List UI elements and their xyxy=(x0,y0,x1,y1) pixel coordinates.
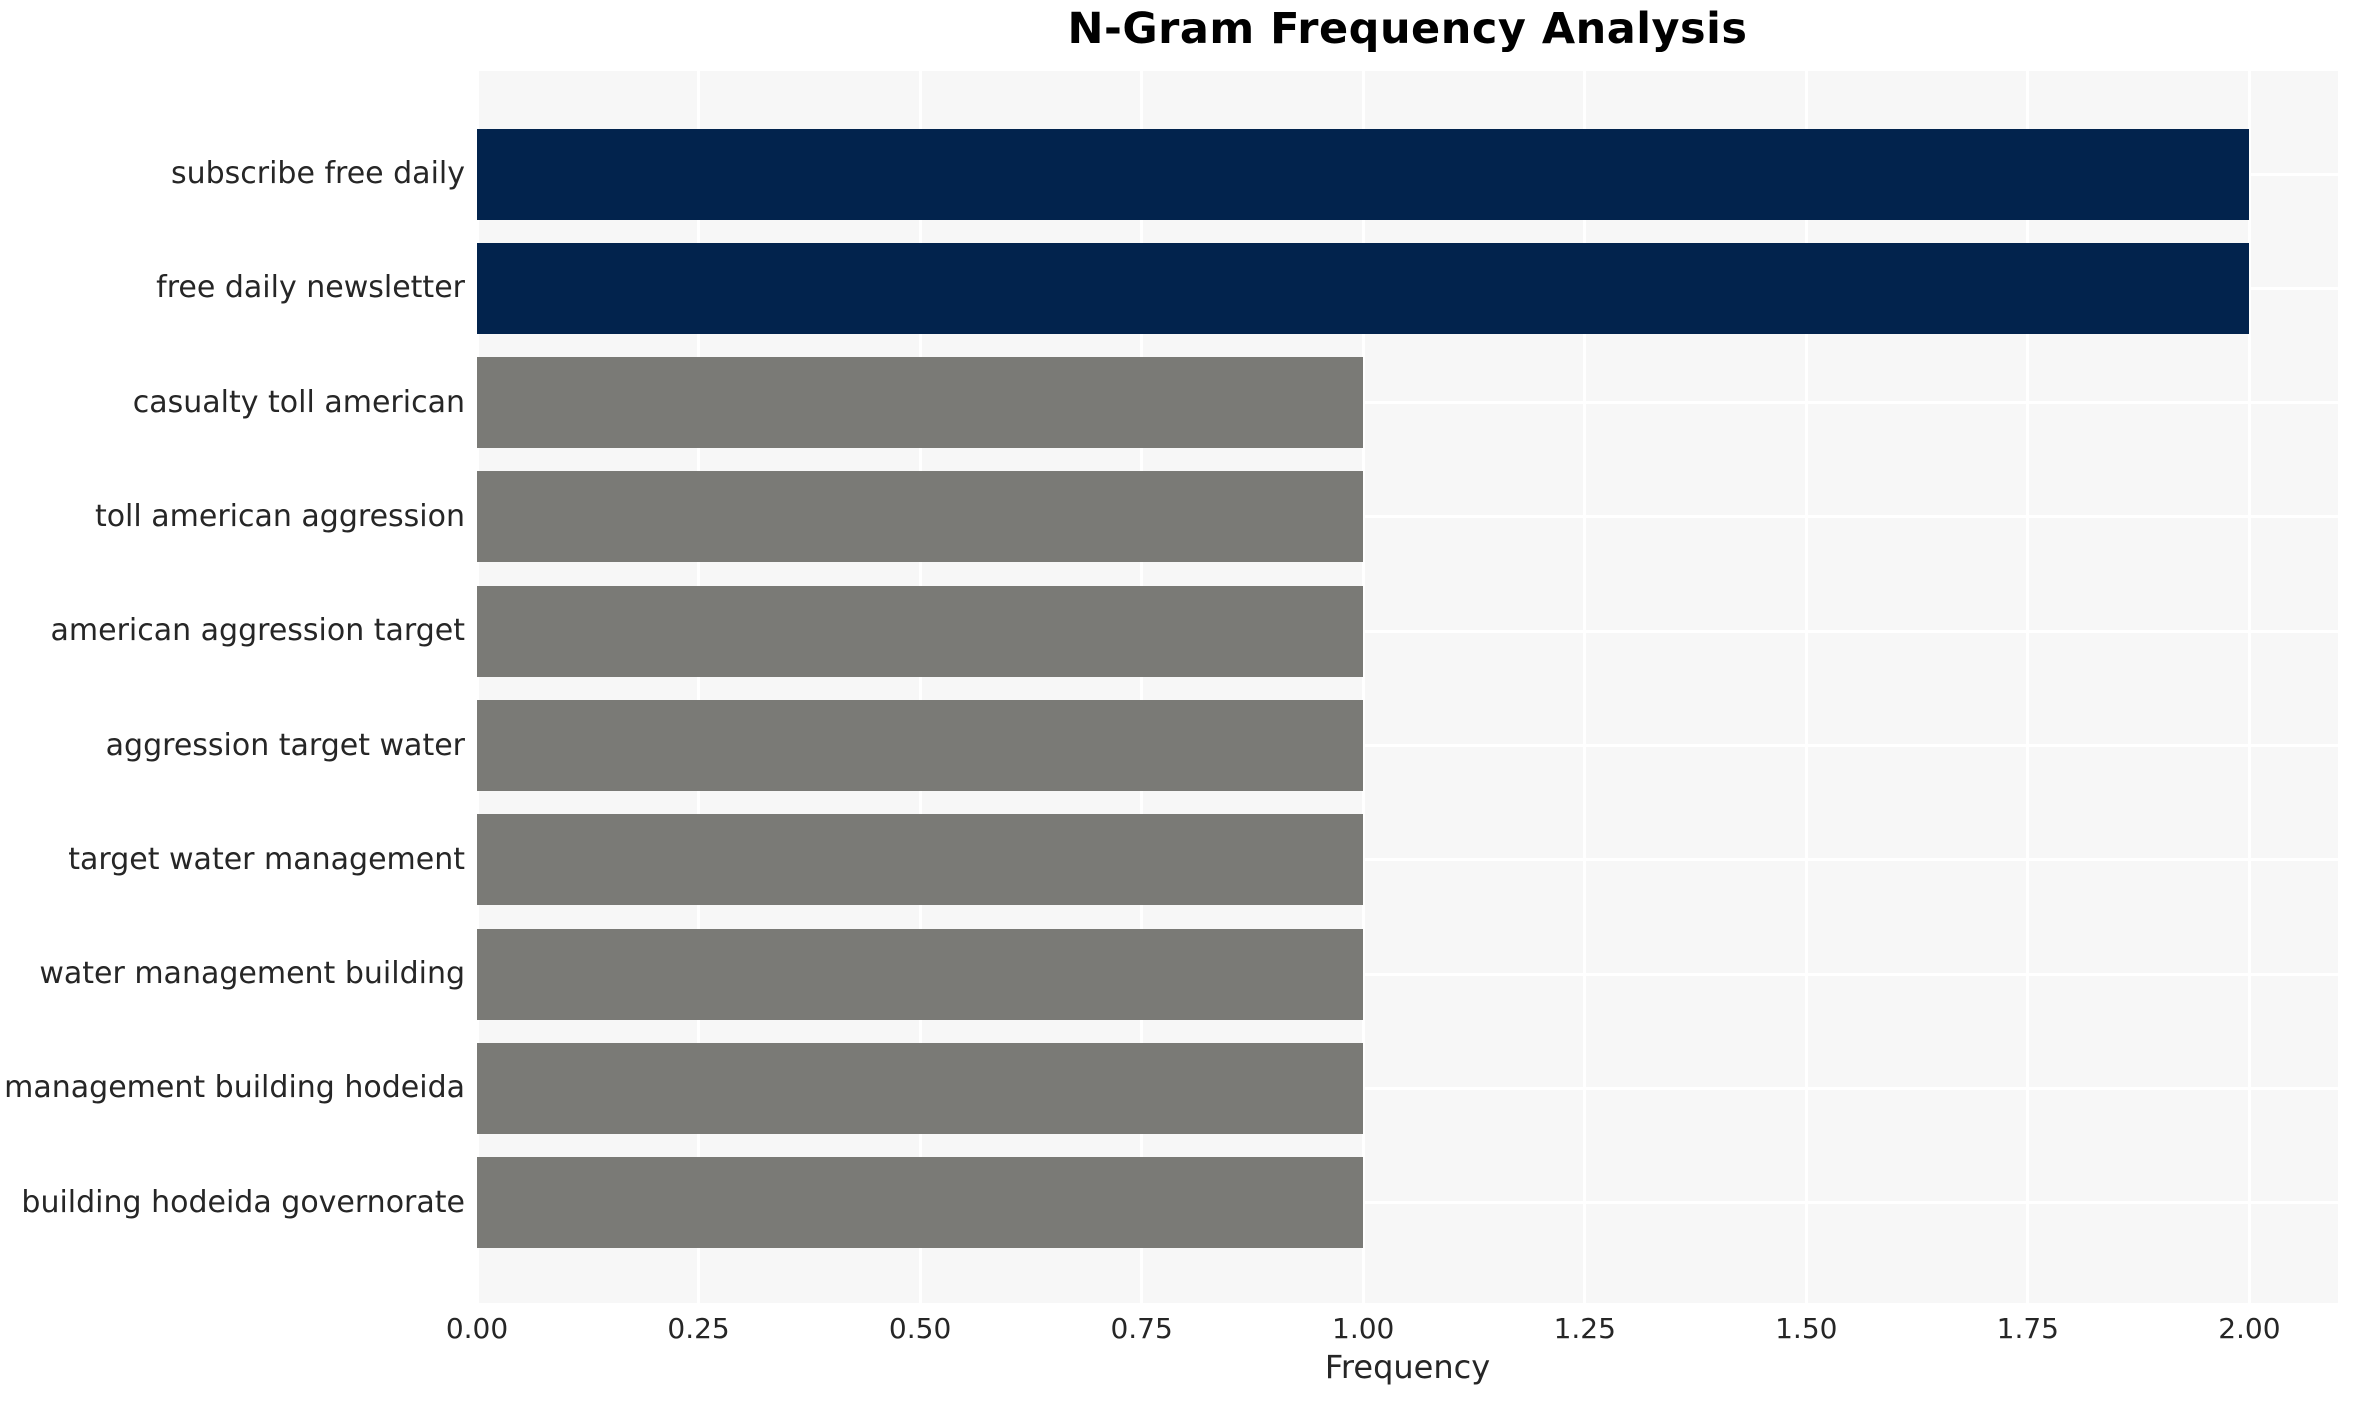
y-gridline xyxy=(477,972,2338,976)
x-tick-label: 0.25 xyxy=(667,1312,730,1345)
bar-toll-american-aggression xyxy=(477,471,1364,563)
y-gridline xyxy=(477,629,2338,633)
y-tick-label: water management building xyxy=(39,956,465,992)
bar-water-management-building xyxy=(477,928,1364,1020)
y-tick-label: management building hodeida xyxy=(4,1070,465,1106)
bar-american-aggression-target xyxy=(477,585,1364,677)
x-tick-label: 1.00 xyxy=(1332,1312,1395,1345)
y-gridline xyxy=(477,515,2338,519)
y-tick-label: toll american aggression xyxy=(94,498,465,534)
y-tick-label: aggression target water xyxy=(105,727,465,763)
y-gridline xyxy=(477,1201,2338,1205)
y-tick-label: casualty toll american xyxy=(132,384,465,420)
bar-casualty-toll-american xyxy=(477,357,1364,449)
x-tick-label: 0.50 xyxy=(888,1312,952,1345)
y-tick-label: american aggression target xyxy=(50,613,465,649)
y-tick-label: building hodeida governorate xyxy=(21,1184,465,1220)
y-tick-label: subscribe free daily xyxy=(170,156,465,191)
x-tick-label: 1.75 xyxy=(1996,1312,2059,1345)
x-tick-label: 1.25 xyxy=(1553,1312,1616,1345)
y-gridline xyxy=(477,1086,2338,1090)
x-tick-label: 0.00 xyxy=(445,1312,509,1345)
x-gridline xyxy=(2026,71,2030,1303)
bar-building-hodeida-governorate xyxy=(477,1157,1364,1249)
bar-management-building-hodeida xyxy=(477,1042,1364,1134)
x-gridline xyxy=(475,71,479,1303)
y-gridline xyxy=(477,401,2338,405)
x-axis-label: Frequency xyxy=(1324,1348,1491,1386)
x-gridline xyxy=(1583,71,1587,1303)
x-gridline xyxy=(1804,71,1808,1303)
x-gridline xyxy=(697,71,701,1303)
bar-free-daily-newsletter xyxy=(477,242,2250,334)
y-tick-label: free daily newsletter xyxy=(156,270,465,306)
plot-area xyxy=(475,71,2338,1303)
x-tick-label: 0.75 xyxy=(1110,1312,1173,1345)
bar-aggression-target-water xyxy=(477,700,1364,791)
chart-title: N-Gram Frequency Analysis xyxy=(1067,4,1748,54)
x-tick-label: 2.00 xyxy=(2218,1312,2281,1345)
x-gridline xyxy=(1361,71,1365,1303)
x-gridline xyxy=(2247,71,2251,1303)
x-tick-label: 1.50 xyxy=(1775,1312,1838,1345)
x-gridline xyxy=(1140,71,1144,1303)
bar-subscribe-free-daily xyxy=(477,128,2250,220)
y-gridline xyxy=(477,858,2338,862)
y-tick-label: target water management xyxy=(68,841,465,877)
y-gridline xyxy=(477,744,2338,747)
bar-target-water-management xyxy=(477,814,1364,906)
x-gridline xyxy=(918,71,922,1303)
